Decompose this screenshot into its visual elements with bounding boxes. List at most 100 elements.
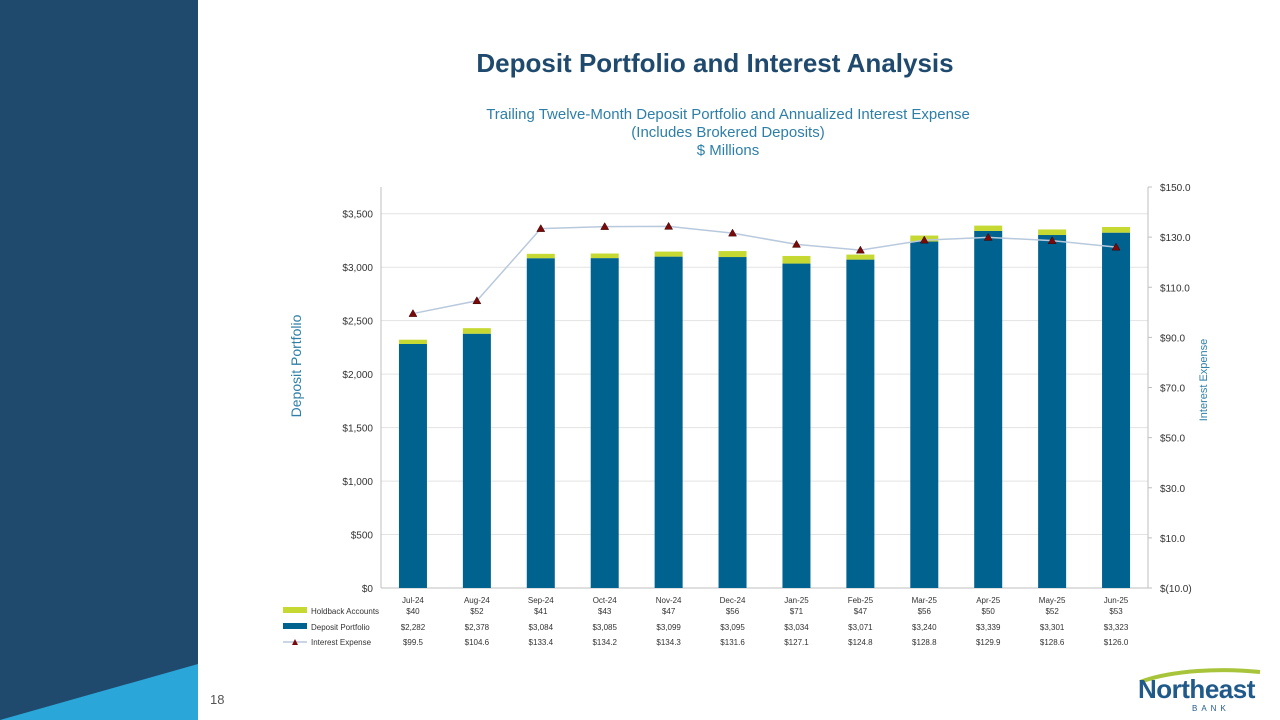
x-tick-label: Feb-25 bbox=[848, 596, 874, 605]
x-tick-label: Apr-25 bbox=[976, 596, 1001, 605]
legend-swatch-deposit bbox=[283, 623, 307, 629]
data-table-value: $47 bbox=[662, 607, 676, 616]
interest-expense-marker bbox=[792, 239, 801, 248]
holdback-bar bbox=[398, 339, 427, 344]
y2-tick-label: $150.0 bbox=[1160, 183, 1191, 194]
holdback-bar bbox=[974, 225, 1003, 231]
deposit-bar bbox=[462, 333, 491, 588]
data-table-value: $3,099 bbox=[656, 623, 681, 632]
data-table-value: $134.3 bbox=[656, 638, 681, 647]
deposit-bar bbox=[1038, 235, 1067, 588]
data-table-value: $53 bbox=[1109, 607, 1123, 616]
chart-subtitle: Trailing Twelve-Month Deposit Portfolio … bbox=[198, 106, 1258, 160]
holdback-bar bbox=[782, 255, 811, 264]
data-table-value: $56 bbox=[918, 607, 932, 616]
deposit-bar bbox=[590, 258, 619, 588]
sidebar-accent-shape bbox=[0, 664, 198, 720]
deposit-bar bbox=[974, 230, 1003, 589]
interest-expense-marker bbox=[855, 245, 865, 254]
logo-name: Northeast bbox=[1138, 674, 1255, 704]
x-tick-label: Mar-25 bbox=[912, 596, 938, 605]
x-tick-label: Jul-24 bbox=[402, 596, 424, 605]
holdback-bar bbox=[526, 253, 555, 259]
deposit-bar bbox=[398, 343, 427, 588]
y2-tick-label: $110.0 bbox=[1160, 283, 1190, 294]
y2-tick-label: $(10.0) bbox=[1160, 584, 1192, 595]
x-tick-label: Dec-24 bbox=[720, 596, 746, 605]
deposit-bar bbox=[782, 263, 811, 588]
interest-expense-line bbox=[412, 225, 1117, 315]
data-table-value: $127.1 bbox=[784, 638, 809, 647]
x-tick-label: Nov-24 bbox=[656, 596, 682, 605]
y2-tick-label: $50.0 bbox=[1160, 434, 1185, 445]
data-table-value: $131.6 bbox=[720, 638, 745, 647]
x-tick-label: Jan-25 bbox=[784, 596, 809, 605]
holdback-bar bbox=[654, 251, 683, 257]
y-tick-label: $2,500 bbox=[342, 317, 373, 328]
subtitle-line: $ Millions bbox=[696, 142, 760, 159]
holdback-bar bbox=[462, 328, 491, 334]
data-table-value: $99.5 bbox=[403, 638, 424, 647]
data-table-value: $134.2 bbox=[592, 638, 617, 647]
y2-tick-label: $90.0 bbox=[1160, 333, 1185, 344]
x-tick-label: May-25 bbox=[1039, 596, 1066, 605]
holdback-bar bbox=[1102, 226, 1131, 233]
data-table-value: $3,071 bbox=[848, 623, 873, 632]
legend-label: Deposit Portfolio bbox=[311, 623, 370, 632]
data-table-value: $2,282 bbox=[401, 623, 426, 632]
interest-expense-marker bbox=[472, 296, 482, 305]
holdback-bar bbox=[590, 253, 619, 259]
data-table-value: $52 bbox=[470, 607, 484, 616]
interest-expense-marker bbox=[919, 235, 929, 244]
page-title: Deposit Portfolio and Interest Analysis bbox=[476, 48, 954, 78]
y-tick-label: $3,000 bbox=[342, 263, 373, 274]
deposit-bar bbox=[718, 257, 747, 588]
x-tick-label: Oct-24 bbox=[593, 596, 618, 605]
data-table-value: $71 bbox=[790, 607, 804, 616]
subtitle-line: (Includes Brokered Deposits) bbox=[631, 124, 825, 141]
page-number: 18 bbox=[210, 692, 225, 707]
deposit-bar bbox=[526, 258, 555, 588]
deposit-bar bbox=[846, 259, 875, 588]
holdback-bar bbox=[718, 251, 747, 258]
y-tick-label: $0 bbox=[362, 584, 374, 595]
deposit-bar bbox=[1102, 232, 1131, 589]
y-tick-label: $3,500 bbox=[342, 210, 373, 221]
data-table-value: $128.8 bbox=[912, 638, 937, 647]
deposit-bar bbox=[654, 256, 683, 588]
data-table-value: $129.9 bbox=[976, 638, 1001, 647]
y2-tick-label: $70.0 bbox=[1160, 384, 1185, 395]
data-table-value: $3,034 bbox=[784, 623, 809, 632]
x-tick-label: Jun-25 bbox=[1104, 596, 1129, 605]
data-table-value: $3,084 bbox=[529, 623, 554, 632]
x-tick-label: Sep-24 bbox=[528, 596, 554, 605]
data-table-value: $3,240 bbox=[912, 623, 937, 632]
y-axis-title: Deposit Portfolio bbox=[288, 314, 304, 417]
data-table-value: $128.6 bbox=[1040, 638, 1065, 647]
data-table-value: $104.6 bbox=[465, 638, 490, 647]
data-table-value: $56 bbox=[726, 607, 740, 616]
data-table-value: $3,301 bbox=[1040, 623, 1065, 632]
interest-expense-marker bbox=[1047, 236, 1057, 244]
data-table-value: $3,323 bbox=[1104, 623, 1129, 632]
interest-expense-marker bbox=[408, 309, 418, 317]
holdback-bar bbox=[1038, 229, 1067, 236]
northeast-bank-logo: Northeast BANK bbox=[1132, 668, 1262, 718]
legend-swatch-holdback bbox=[283, 607, 307, 613]
data-table-value: $41 bbox=[534, 607, 548, 616]
y2-tick-label: $30.0 bbox=[1160, 484, 1185, 495]
interest-expense-marker bbox=[728, 228, 737, 237]
interest-expense-marker bbox=[1111, 242, 1121, 251]
logo-swoosh-icon bbox=[1139, 668, 1261, 684]
deposit-bar bbox=[910, 241, 939, 588]
y2-tick-label: $130.0 bbox=[1160, 233, 1191, 244]
legend-marker-interest bbox=[292, 639, 298, 645]
data-table-value: $2,378 bbox=[465, 623, 490, 632]
data-table-value: $126.0 bbox=[1104, 638, 1129, 647]
data-table-value: $47 bbox=[854, 607, 868, 616]
interest-expense-marker bbox=[664, 221, 674, 230]
sidebar-band bbox=[0, 0, 198, 720]
interest-expense-marker bbox=[536, 224, 546, 232]
interest-expense-marker bbox=[983, 232, 993, 241]
